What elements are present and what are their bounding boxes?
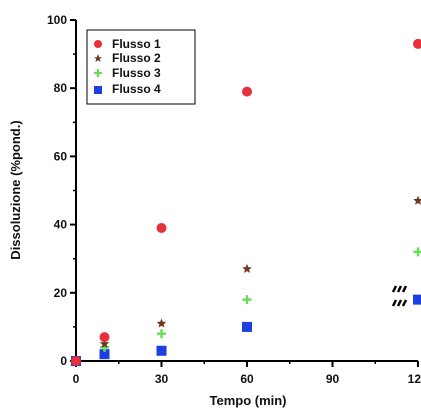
y-tick-label: 80 xyxy=(54,81,68,95)
data-point-flusso-1 xyxy=(71,356,81,366)
legend-box xyxy=(86,29,196,105)
x-tick-label: 0 xyxy=(73,372,80,386)
legend-label-flusso-1: Flusso 1 xyxy=(112,37,161,51)
legend: Flusso 1 Flusso 2 Flusso 3 Flusso 4 xyxy=(86,29,196,105)
y-tick-label: 40 xyxy=(54,218,68,232)
x-axis-title: Tempo (min) xyxy=(209,393,286,408)
y-axis-title: Dissoluzione (%pond.) xyxy=(8,120,23,259)
y-tick-label: 100 xyxy=(47,13,67,27)
legend-item-flusso-1: Flusso 1 xyxy=(94,37,161,51)
legend-label-flusso-2: Flusso 2 xyxy=(112,51,161,65)
y-tick-label: 60 xyxy=(54,149,68,163)
y-tick-label: 20 xyxy=(54,286,68,300)
legend-label-flusso-3: Flusso 3 xyxy=(112,66,161,80)
legend-item-flusso-3: Flusso 3 xyxy=(94,66,161,80)
data-point-flusso-3 xyxy=(413,247,421,257)
data-point-flusso-4 xyxy=(156,345,167,356)
x-tick-label: 90 xyxy=(326,372,340,386)
legend-marker-flusso-2 xyxy=(94,54,102,62)
data-point-flusso-2 xyxy=(242,263,252,273)
ticks: 0 20 40 60 80 100 0 30 60 90 12 xyxy=(47,13,421,386)
legend-item-flusso-4: Flusso 4 xyxy=(94,82,161,96)
data-point-flusso-4 xyxy=(99,349,110,360)
data-point-flusso-1 xyxy=(156,223,167,234)
data-point-flusso-1 xyxy=(99,332,110,343)
data-point-flusso-4 xyxy=(242,321,252,332)
legend-marker-flusso-3 xyxy=(94,69,102,77)
y-tick-label: 0 xyxy=(60,354,67,368)
x-tick-label: 60 xyxy=(240,372,254,386)
legend-marker-flusso-4 xyxy=(94,86,102,94)
x-tick-label: 30 xyxy=(155,372,169,386)
data-point-flusso-2 xyxy=(156,318,167,328)
legend-item-flusso-2: Flusso 2 xyxy=(94,51,161,65)
data-point-flusso-3 xyxy=(242,295,252,305)
data-point-flusso-3 xyxy=(157,329,166,339)
legend-marker-flusso-1 xyxy=(94,40,102,48)
axis-break-marker xyxy=(391,285,410,308)
data-point-flusso-2 xyxy=(99,338,110,348)
x-tick-label: 12 xyxy=(408,372,421,386)
data-point-flusso-4 xyxy=(413,294,421,305)
data-point-flusso-2 xyxy=(413,195,421,205)
data-point-flusso-1 xyxy=(242,86,252,97)
data-points xyxy=(71,38,421,366)
data-point-flusso-1 xyxy=(413,38,421,49)
legend-label-flusso-4: Flusso 4 xyxy=(112,82,161,96)
